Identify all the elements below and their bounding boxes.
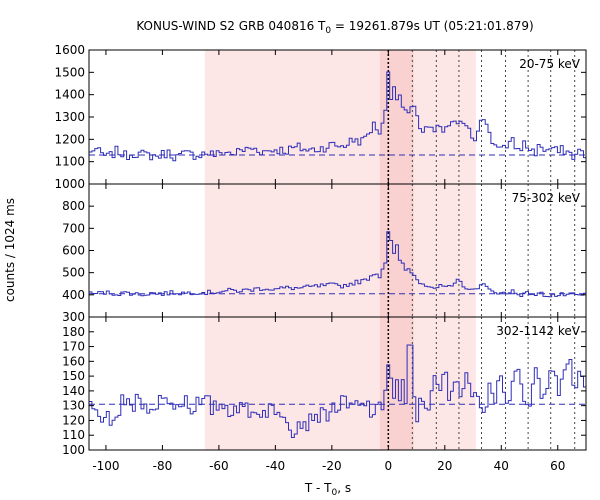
y-axis-label: counts / 1024 ms: [3, 198, 17, 302]
shaded-region-1: [204, 184, 476, 317]
y-tick-label: 140: [62, 384, 85, 398]
y-tick-label: 120: [62, 413, 85, 427]
y-tick-label: 1200: [54, 132, 85, 146]
x-axis-label-subscript: 0: [332, 488, 338, 498]
y-tick-label: 1300: [54, 110, 85, 124]
shaded-region-2: [379, 184, 414, 317]
y-tick-label: 1500: [54, 65, 85, 79]
shaded-region-1: [204, 50, 476, 184]
x-tick-label: 60: [550, 459, 565, 473]
x-tick-label: 20: [437, 459, 452, 473]
x-tick-label: -80: [153, 459, 173, 473]
y-tick-label: 600: [62, 244, 85, 258]
chart-title-subscript: 0: [325, 26, 331, 36]
shaded-region-1: [204, 317, 476, 450]
light-curve-histogram: [89, 344, 586, 438]
panel-frame: [88, 316, 587, 451]
x-axis-label-main: T - T: [304, 481, 332, 495]
y-tick-label: 1000: [54, 177, 85, 191]
y-tick-label: 800: [62, 199, 85, 213]
light-curve-histogram: [89, 231, 586, 298]
y-tick-label: 160: [62, 354, 85, 368]
light-curve-histogram: [89, 71, 586, 162]
y-tick-label: 150: [62, 369, 85, 383]
x-axis-label: T - T0, s: [304, 481, 351, 498]
x-tick-label: -60: [209, 459, 229, 473]
y-tick-label: 1100: [54, 155, 85, 169]
x-tick-label: -20: [322, 459, 342, 473]
y-tick-label: 130: [62, 399, 85, 413]
energy-band-label: 75-302 keV: [512, 191, 581, 205]
shaded-region-2: [379, 317, 414, 450]
shaded-region-2: [379, 50, 414, 184]
y-tick-label: 400: [62, 288, 85, 302]
panel-2: 300 400 500 600 700 800 75-302 keV: [62, 183, 587, 324]
x-axis: -100 -80 -60 -40 -20 0 20 40 60: [92, 459, 565, 473]
x-tick-label: -100: [92, 459, 119, 473]
x-tick-label: -40: [266, 459, 286, 473]
y-tick-label: 1600: [54, 43, 85, 57]
y-tick-label: 700: [62, 221, 85, 235]
energy-band-label: 302-1142 keV: [496, 324, 580, 338]
x-tick-label: 0: [385, 459, 393, 473]
y-tick-label: 180: [62, 325, 85, 339]
chart-title: KONUS-WIND S2 GRB 040816 T0 = 19261.879s…: [136, 19, 533, 36]
y-tick-label: 300: [62, 310, 85, 324]
panel-1: 1000 1100 1200 1300 1400 1500 1600 20-75 keV: [54, 43, 587, 191]
y-tick-label: 170: [62, 340, 85, 354]
y-tick-label: 100: [62, 443, 85, 457]
x-tick-label: 40: [494, 459, 509, 473]
x-axis-label-rest: , s: [337, 481, 351, 495]
panels-group: 1000 1100 1200 1300 1400 1500 1600 20-75 keV 300…: [54, 43, 587, 457]
chart-title-main: KONUS-WIND S2 GRB 040816 T: [136, 19, 326, 33]
chart-title-rest: = 19261.879s UT (05:21:01.879): [331, 19, 534, 33]
y-tick-label: 1400: [54, 88, 85, 102]
y-tick-label: 500: [62, 266, 85, 280]
y-tick-label: 110: [62, 428, 85, 442]
energy-band-label: 20-75 keV: [519, 57, 581, 71]
